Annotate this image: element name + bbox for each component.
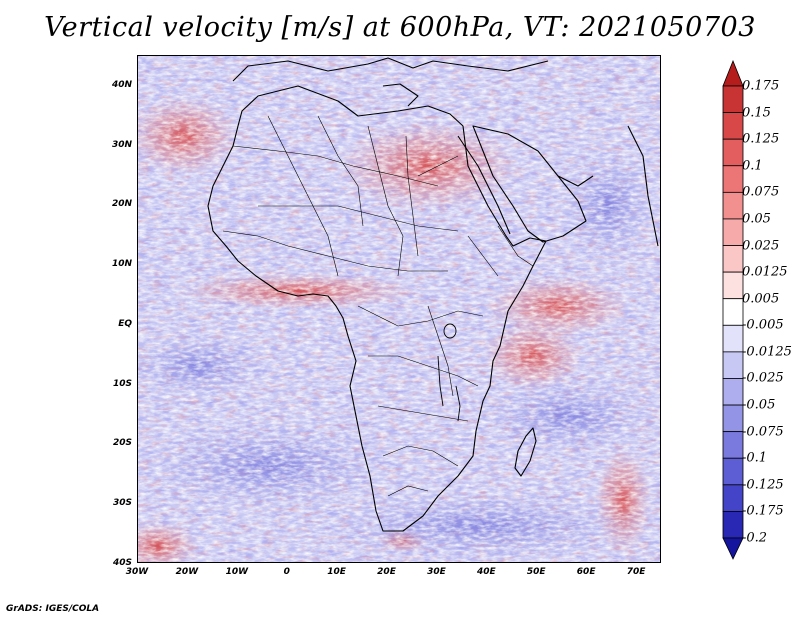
colorbar-tick-label: -0.0125 — [742, 344, 792, 360]
colorbar-swatch — [722, 457, 744, 486]
colorbar-swatch — [722, 298, 744, 326]
colorbar-tick-label: -0.125 — [742, 477, 784, 493]
colorbar-swatch — [722, 165, 744, 193]
colorbar-tick-label: -0.005 — [742, 317, 784, 333]
lon-tick-label: 0 — [283, 567, 290, 577]
colorbar-swatch — [722, 218, 744, 246]
lon-tick-label: 30E — [427, 567, 446, 577]
colorbar-tick-label: 0.025 — [742, 238, 780, 254]
colorbar-tick-label: -0.025 — [742, 370, 784, 386]
lat-tick-label: 10N — [111, 259, 132, 270]
colorbar-tick-label: -0.075 — [742, 424, 784, 440]
colorbar-tick-label: 0.125 — [742, 131, 780, 147]
colorbar-swatch — [722, 85, 744, 113]
lat-tick-label: 20N — [111, 199, 132, 210]
map-plot-area — [137, 55, 661, 563]
lakes — [437, 323, 461, 422]
colorbar-tick-label: 0.075 — [742, 184, 780, 200]
lon-tick-label: 20W — [175, 567, 199, 577]
colorbar-swatch — [722, 191, 744, 220]
lat-tick-label: 10S — [112, 378, 132, 389]
colorbar-swatch — [722, 112, 744, 140]
colorbar-swatch — [722, 511, 744, 539]
colorbar-swatch — [722, 404, 744, 433]
colorbar-tick-label: 0.15 — [742, 105, 771, 121]
colorbar-swatch — [722, 60, 744, 87]
colorbar-swatch — [722, 245, 744, 273]
colorbar-tick-label: 0.05 — [742, 211, 771, 227]
coastlines — [207, 57, 659, 532]
colorbar-swatch — [722, 324, 744, 353]
colorbar-tick-label: -0.1 — [742, 450, 768, 466]
lon-tick-label: 20E — [377, 567, 396, 577]
colorbar-tick-label: 0.005 — [742, 291, 780, 307]
colorbar-swatch — [722, 138, 744, 167]
map-title: Vertical velocity [m/s] at 600hPa, VT: 2… — [44, 12, 756, 43]
lat-tick-label: 40S — [112, 558, 132, 568]
colorbar-tick-label: 0.0125 — [742, 264, 788, 280]
lat-tick-label: 30N — [111, 139, 132, 150]
lon-tick-label: 30W — [125, 567, 149, 577]
colorbar-tick-label: 0.1 — [742, 158, 763, 174]
colorbar-tick-label: 0.175 — [742, 78, 780, 94]
lon-tick-label: 70E — [626, 567, 646, 577]
lon-tick-label: 10W — [225, 567, 249, 577]
lon-tick-label: 10E — [327, 567, 346, 577]
colorbar-tick-label: -0.2 — [742, 530, 768, 546]
colorbar-swatch — [722, 271, 744, 300]
lat-tick-label: EQ — [118, 318, 132, 329]
colorbar-swatch — [722, 537, 744, 560]
country-borders — [222, 115, 534, 497]
colorbar-tick-label: -0.175 — [742, 503, 784, 519]
lon-tick-label: 40E — [476, 567, 496, 577]
lat-tick-label: 20S — [112, 438, 132, 449]
colorbar-tick-label: -0.05 — [742, 397, 776, 413]
lat-tick-label: 40N — [111, 79, 132, 90]
field-streaks — [138, 56, 660, 562]
lon-tick-label: 50E — [526, 567, 546, 577]
credit-footer: GrADS: IGES/COLA — [6, 604, 100, 614]
velocity-field-map — [138, 56, 660, 562]
lon-tick-label: 60E — [576, 567, 596, 577]
lat-tick-label: 30S — [112, 498, 132, 509]
colorbar-swatch — [722, 484, 744, 512]
colorbar-swatch — [722, 378, 744, 406]
colorbar-swatch — [722, 431, 744, 459]
colorbar — [722, 60, 744, 560]
colorbar-swatch — [722, 351, 744, 379]
